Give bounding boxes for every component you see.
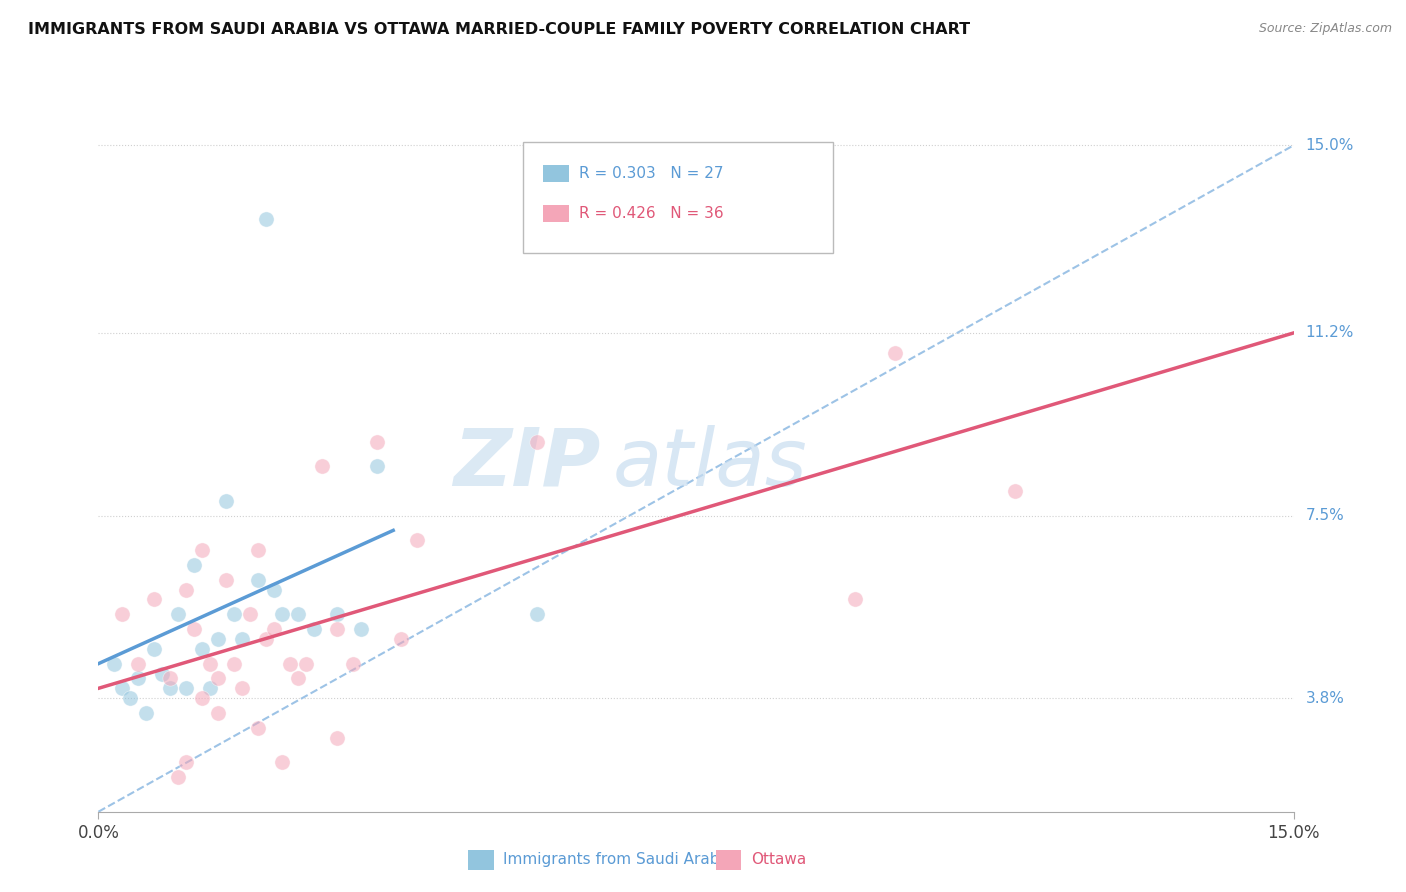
Point: [174, 756, 197, 770]
Text: IMMIGRANTS FROM SAUDI ARABIA VS OTTAWA MARRIED-COUPLE FAMILY POVERTY CORRELATION: IMMIGRANTS FROM SAUDI ARABIA VS OTTAWA M…: [28, 22, 970, 37]
Point: [103, 657, 125, 671]
Point: [342, 657, 364, 671]
Point: [207, 706, 229, 720]
Point: [302, 622, 325, 636]
Point: [246, 543, 269, 558]
Point: [311, 459, 333, 474]
Point: [167, 770, 190, 784]
Point: [287, 672, 309, 686]
Text: 7.5%: 7.5%: [1305, 508, 1344, 523]
Point: [127, 672, 149, 686]
Point: [150, 666, 173, 681]
Point: [183, 622, 205, 636]
Point: [191, 641, 214, 656]
Point: [215, 573, 238, 587]
Point: [287, 607, 309, 622]
Point: [884, 345, 907, 359]
Point: [207, 632, 229, 646]
Point: [294, 657, 316, 671]
Text: R = 0.426   N = 36: R = 0.426 N = 36: [579, 206, 724, 221]
Point: [191, 691, 214, 706]
Text: 3.8%: 3.8%: [1305, 690, 1344, 706]
Point: [263, 622, 285, 636]
Point: [326, 607, 349, 622]
Point: [120, 691, 142, 706]
Text: Immigrants from Saudi Arabia: Immigrants from Saudi Arabia: [503, 853, 734, 867]
Point: [270, 607, 292, 622]
Point: [326, 622, 349, 636]
Point: [207, 672, 229, 686]
Point: [191, 543, 214, 558]
Text: R = 0.303   N = 27: R = 0.303 N = 27: [579, 166, 723, 181]
Point: [526, 434, 548, 449]
Point: [389, 632, 412, 646]
Point: [526, 607, 548, 622]
Text: atlas: atlas: [612, 425, 807, 503]
Point: [1004, 483, 1026, 498]
FancyBboxPatch shape: [543, 205, 569, 221]
Point: [215, 493, 238, 508]
Point: [254, 212, 277, 227]
Point: [143, 641, 166, 656]
Text: Source: ZipAtlas.com: Source: ZipAtlas.com: [1258, 22, 1392, 36]
Text: 11.2%: 11.2%: [1305, 326, 1354, 341]
Point: [174, 681, 197, 696]
Point: [366, 459, 388, 474]
Text: ZIP: ZIP: [453, 425, 600, 503]
Point: [263, 582, 285, 597]
Text: 15.0%: 15.0%: [1305, 138, 1354, 153]
Point: [159, 681, 181, 696]
Point: [183, 558, 205, 572]
Point: [366, 434, 388, 449]
FancyBboxPatch shape: [523, 142, 834, 252]
Point: [246, 573, 269, 587]
FancyBboxPatch shape: [543, 165, 569, 182]
Point: [326, 731, 349, 745]
Point: [254, 632, 277, 646]
Point: [844, 592, 866, 607]
Point: [174, 582, 197, 597]
Point: [406, 533, 429, 548]
Point: [127, 657, 149, 671]
Point: [246, 721, 269, 735]
Point: [270, 756, 292, 770]
Point: [167, 607, 190, 622]
Point: [111, 607, 134, 622]
Text: Ottawa: Ottawa: [751, 853, 806, 867]
Point: [111, 681, 134, 696]
Point: [135, 706, 157, 720]
Point: [350, 622, 373, 636]
Point: [222, 657, 245, 671]
Point: [198, 657, 221, 671]
Point: [231, 681, 253, 696]
Point: [198, 681, 221, 696]
Point: [239, 607, 262, 622]
Point: [159, 672, 181, 686]
Point: [222, 607, 245, 622]
Point: [231, 632, 253, 646]
Point: [143, 592, 166, 607]
Point: [278, 657, 301, 671]
